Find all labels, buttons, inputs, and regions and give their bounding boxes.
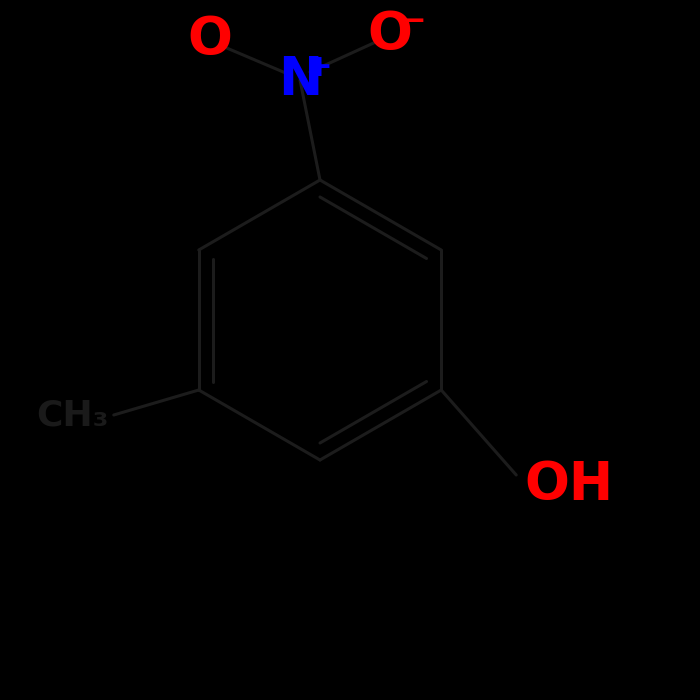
Text: OH: OH xyxy=(524,459,613,511)
Text: O: O xyxy=(188,14,232,66)
Text: O: O xyxy=(368,9,412,61)
Text: CH₃: CH₃ xyxy=(36,398,108,432)
Text: N: N xyxy=(278,54,322,106)
Text: +: + xyxy=(307,53,332,83)
Text: −: − xyxy=(401,6,427,36)
